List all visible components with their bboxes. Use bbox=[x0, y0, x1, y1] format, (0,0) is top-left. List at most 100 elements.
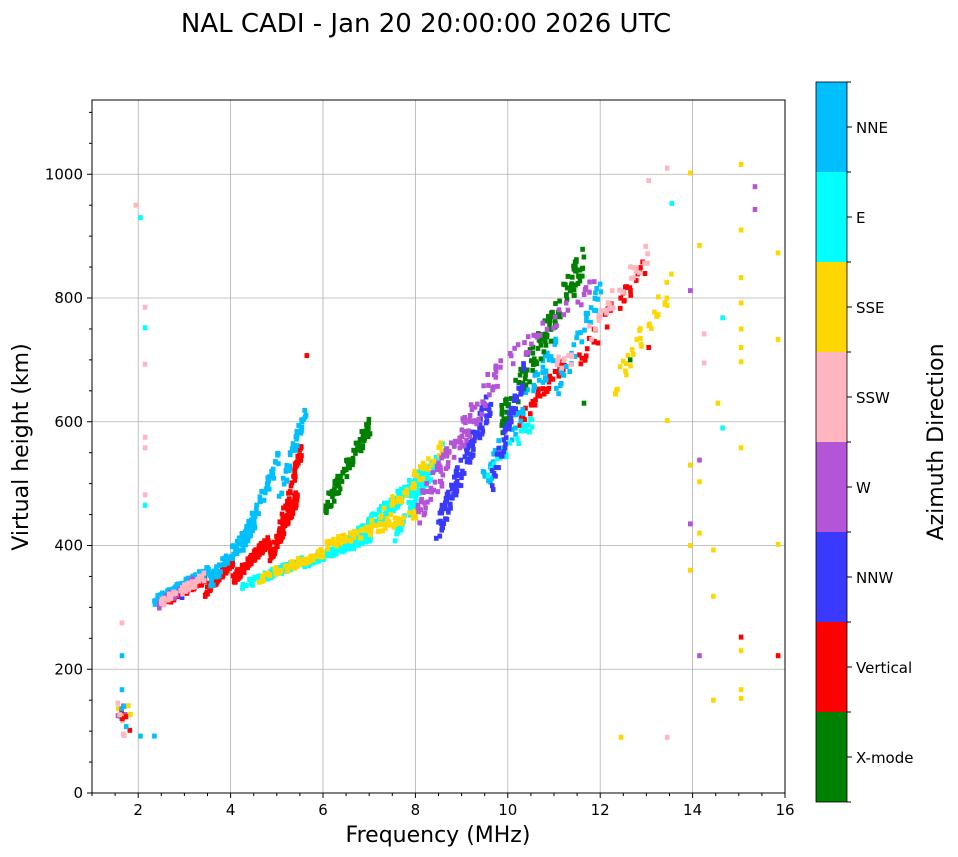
echo-point bbox=[297, 447, 302, 453]
echo-point bbox=[502, 445, 508, 451]
echo-point bbox=[609, 288, 615, 294]
echo-point bbox=[697, 653, 702, 659]
echo-point bbox=[273, 568, 278, 574]
echo-point bbox=[578, 330, 583, 336]
echo-point bbox=[248, 559, 253, 565]
echo-point bbox=[499, 453, 504, 459]
echo-point bbox=[520, 406, 525, 412]
echo-point bbox=[509, 419, 514, 425]
echo-point bbox=[437, 463, 442, 469]
echo-point bbox=[417, 520, 422, 526]
echo-point bbox=[557, 311, 562, 317]
echo-point bbox=[489, 475, 495, 481]
echo-point bbox=[547, 323, 552, 329]
echo-point bbox=[415, 505, 421, 511]
echo-point bbox=[234, 546, 239, 552]
echo-point bbox=[491, 451, 496, 457]
echo-point bbox=[293, 505, 298, 511]
echo-point bbox=[642, 271, 648, 276]
echo-point bbox=[161, 602, 167, 607]
echo-point bbox=[428, 462, 434, 468]
echo-point bbox=[340, 470, 345, 475]
echo-point bbox=[595, 296, 600, 302]
echo-point bbox=[288, 504, 294, 509]
echo-point bbox=[407, 489, 412, 495]
echo-point bbox=[580, 246, 585, 252]
echo-point bbox=[575, 330, 580, 336]
echo-point bbox=[508, 405, 514, 411]
echo-point bbox=[301, 416, 307, 422]
echo-point bbox=[376, 507, 382, 513]
echo-point bbox=[393, 522, 398, 527]
echo-point bbox=[577, 352, 582, 358]
echo-point bbox=[406, 499, 412, 505]
echo-point bbox=[444, 446, 450, 452]
echo-point bbox=[775, 337, 781, 342]
echo-point bbox=[157, 605, 162, 611]
echo-point bbox=[247, 528, 253, 534]
echo-point bbox=[335, 483, 341, 489]
echo-point bbox=[428, 485, 434, 491]
echo-point bbox=[738, 687, 744, 693]
echo-point bbox=[356, 442, 362, 448]
echo-point bbox=[467, 459, 473, 465]
y-tick-label: 800 bbox=[54, 289, 83, 307]
echo-point bbox=[574, 335, 579, 341]
echo-point bbox=[646, 345, 651, 350]
echo-point bbox=[422, 500, 427, 506]
echo-point bbox=[201, 570, 207, 576]
echo-point bbox=[338, 473, 343, 479]
echo-point bbox=[537, 377, 542, 383]
echo-point bbox=[288, 507, 294, 513]
echo-point bbox=[557, 298, 562, 304]
echo-point bbox=[618, 734, 624, 740]
echo-point bbox=[369, 523, 375, 529]
echo-point bbox=[525, 367, 530, 373]
echo-point bbox=[331, 491, 337, 497]
x-axis-ticks: 2 4 6 8 10 12 14 16 bbox=[91, 793, 795, 819]
x-tick-label: 14 bbox=[683, 801, 702, 819]
echo-point bbox=[551, 325, 556, 331]
echo-point bbox=[271, 552, 276, 558]
echo-point bbox=[477, 425, 482, 431]
echo-point bbox=[526, 429, 531, 434]
echo-point bbox=[325, 499, 330, 505]
echo-point bbox=[119, 687, 125, 693]
echo-point bbox=[428, 477, 434, 483]
echo-point bbox=[299, 557, 304, 563]
echo-point bbox=[212, 570, 217, 576]
echo-point bbox=[504, 409, 509, 415]
colorbar-tick-label: SSE bbox=[856, 299, 885, 317]
echo-point bbox=[390, 502, 395, 508]
echo-point bbox=[272, 547, 278, 553]
echo-point bbox=[499, 407, 505, 413]
echo-point bbox=[179, 595, 185, 600]
echo-point bbox=[697, 457, 702, 463]
echo-point bbox=[543, 342, 549, 348]
echo-point bbox=[419, 496, 424, 502]
echo-point bbox=[346, 546, 351, 552]
echo-point bbox=[279, 491, 284, 497]
echo-point bbox=[428, 496, 434, 502]
echo-point bbox=[452, 442, 457, 448]
echo-point bbox=[488, 479, 493, 485]
echo-point bbox=[738, 227, 744, 233]
echo-point bbox=[256, 579, 262, 585]
echo-point bbox=[434, 455, 439, 461]
echo-point bbox=[283, 563, 288, 569]
y-tick-label: 400 bbox=[54, 537, 83, 555]
echo-point bbox=[241, 569, 247, 575]
echo-point bbox=[286, 563, 292, 569]
x-tick-label: 4 bbox=[226, 801, 236, 819]
echo-point bbox=[276, 539, 282, 544]
echo-point bbox=[398, 527, 404, 533]
echo-point bbox=[580, 265, 586, 271]
echo-point bbox=[588, 319, 593, 325]
echo-point bbox=[454, 488, 460, 494]
echo-point bbox=[195, 577, 200, 583]
echo-point bbox=[639, 343, 644, 349]
echo-point bbox=[261, 541, 267, 547]
echo-point bbox=[544, 387, 549, 392]
echo-point bbox=[489, 483, 495, 489]
echo-point bbox=[508, 415, 514, 421]
